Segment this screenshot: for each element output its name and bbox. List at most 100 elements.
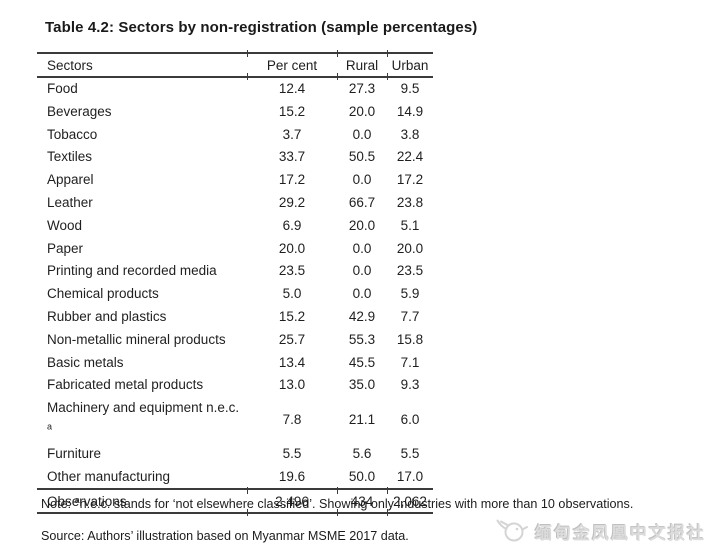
- column-separator-tick: [246, 72, 248, 80]
- table-body: Food 12.4 27.3 9.5 Beverages 15.2 20.0 14.9 Toba…: [37, 77, 433, 489]
- table-row: Tobacco 3.7 0.0 3.8: [37, 124, 433, 147]
- value-cell: 5.0: [282, 286, 302, 302]
- value-cell: 21.1: [348, 411, 376, 427]
- table-row: Paper 20.0 0.0 20.0: [37, 238, 433, 261]
- value-cell: 33.7: [278, 149, 306, 165]
- table-row: Non-metallic mineral products 25.7 55.3 15.…: [37, 329, 433, 352]
- table-row: Basic metals 13.4 45.5 7.1: [37, 352, 433, 375]
- table-container: Sectors Per cent Rural Urban Food 12.4 27.…: [37, 49, 433, 516]
- value-cell: 5.9: [400, 286, 420, 302]
- value-cell: 15.2: [278, 103, 306, 119]
- value-cell: 3.8: [400, 126, 420, 142]
- sector-cell: Textiles: [47, 149, 93, 165]
- table-note: Note: an.e.c. stands for ‘not elsewhere …: [41, 494, 634, 511]
- table-row: Apparel 17.2 0.0 17.2: [37, 169, 433, 192]
- value-cell: 20.0: [348, 103, 376, 119]
- sector-cell: Rubber and plastics: [47, 308, 167, 324]
- value-cell: 25.7: [278, 331, 306, 347]
- column-separator-tick: [246, 486, 248, 494]
- value-cell: 9.3: [400, 377, 420, 393]
- sector-cell: Basic metals: [47, 354, 124, 370]
- value-cell: 17.0: [396, 468, 424, 484]
- value-cell: 15.8: [396, 331, 424, 347]
- note-prefix: Note:: [41, 497, 72, 511]
- table-row: Printing and recorded media 23.5 0.0 23.5: [37, 260, 433, 283]
- source-line: Source: Authors’ illustration based on M…: [41, 529, 409, 543]
- table-row: Leather 29.2 66.7 23.8: [37, 192, 433, 215]
- column-header-rural: Rural: [337, 53, 387, 78]
- value-cell: 15.2: [278, 308, 306, 324]
- sector-cell: Paper: [47, 240, 84, 256]
- sector-cell: Fabricated metal products: [47, 377, 204, 393]
- sector-cell: Beverages: [47, 103, 112, 119]
- value-cell: 23.5: [278, 263, 306, 279]
- value-cell: 12.4: [278, 81, 306, 96]
- value-cell: 17.2: [396, 172, 424, 188]
- table-row: Rubber and plastics 15.2 42.9 7.7: [37, 306, 433, 329]
- column-header-sectors: Sectors: [37, 53, 247, 78]
- column-separator-tick: [246, 508, 248, 516]
- table-row: Wood 6.9 20.0 5.1: [37, 215, 433, 238]
- value-cell: 6.9: [282, 217, 302, 233]
- watermark-text: 缅甸金凤凰中文报社: [535, 524, 706, 543]
- table-row: Beverages 15.2 20.0 14.9: [37, 101, 433, 124]
- value-cell: 20.0: [348, 217, 376, 233]
- value-cell: 0.0: [352, 286, 372, 302]
- observations-label: Observations: [37, 488, 247, 515]
- value-cell: 66.7: [348, 194, 376, 210]
- column-separator-tick: [386, 49, 388, 57]
- value-cell: 0.0: [352, 240, 372, 256]
- column-separator-tick: [386, 72, 388, 80]
- sector-cell: Machinery and equipment n.e.c. a: [47, 400, 240, 432]
- column-header-urban: Urban: [387, 53, 433, 78]
- value-cell: 55.3: [348, 331, 376, 347]
- superscript-marker: a: [47, 421, 53, 432]
- table-row: Textiles 33.7 50.5 22.4: [37, 146, 433, 169]
- sector-cell: Tobacco: [47, 126, 98, 142]
- value-cell: 19.6: [278, 468, 306, 484]
- note-superscript: a: [74, 494, 80, 505]
- observations-percent: 2,496: [247, 488, 337, 515]
- value-cell: 13.4: [278, 354, 306, 370]
- column-separator-tick: [336, 508, 338, 516]
- value-cell: 7.1: [400, 354, 420, 370]
- sector-cell: Apparel: [47, 172, 94, 188]
- value-cell: 7.7: [400, 308, 420, 324]
- observations-rural: 434: [337, 488, 387, 515]
- value-cell: 0.0: [352, 263, 372, 279]
- column-separator-tick: [246, 49, 248, 57]
- table-row: Other manufacturing 19.6 50.0 17.0: [37, 466, 433, 490]
- observations-urban: 2,062: [387, 488, 433, 515]
- value-cell: 0.0: [352, 172, 372, 188]
- column-separator-tick: [336, 49, 338, 57]
- sector-cell: Non-metallic mineral products: [47, 331, 226, 347]
- table-title: Table 4.2: Sectors by non-registration (…: [45, 19, 478, 36]
- value-cell: 0.0: [352, 126, 372, 142]
- sector-cell: Wood: [47, 217, 83, 233]
- column-separator-tick: [386, 486, 388, 494]
- value-cell: 23.8: [396, 194, 424, 210]
- table-row: Machinery and equipment n.e.c. a 7.8 21.1 6…: [37, 397, 433, 443]
- column-separator-tick: [386, 508, 388, 516]
- value-cell: 9.5: [400, 81, 420, 96]
- value-cell: 5.5: [400, 445, 420, 461]
- value-cell: 6.0: [400, 411, 420, 427]
- table-row: Fabricated metal products 13.0 35.0 9.3: [37, 374, 433, 397]
- value-cell: 17.2: [278, 172, 306, 188]
- value-cell: 7.8: [282, 411, 302, 427]
- column-separator-tick: [336, 72, 338, 80]
- value-cell: 14.9: [396, 103, 424, 119]
- value-cell: 20.0: [396, 240, 424, 256]
- sector-cell: Chemical products: [47, 286, 159, 302]
- watermark: 缅甸金凤凰中文报社: [494, 518, 706, 545]
- value-cell: 5.6: [352, 445, 372, 461]
- note-text: n.e.c. stands for ‘not elsewhere classif…: [79, 497, 634, 511]
- value-cell: 20.0: [278, 240, 306, 256]
- value-cell: 50.5: [348, 149, 376, 165]
- column-header-percent: Per cent: [247, 53, 337, 78]
- sectors-table: Sectors Per cent Rural Urban Food 12.4 27.…: [37, 52, 433, 515]
- column-separator-tick: [336, 486, 338, 494]
- value-cell: 29.2: [278, 194, 306, 210]
- value-cell: 3.7: [282, 126, 302, 142]
